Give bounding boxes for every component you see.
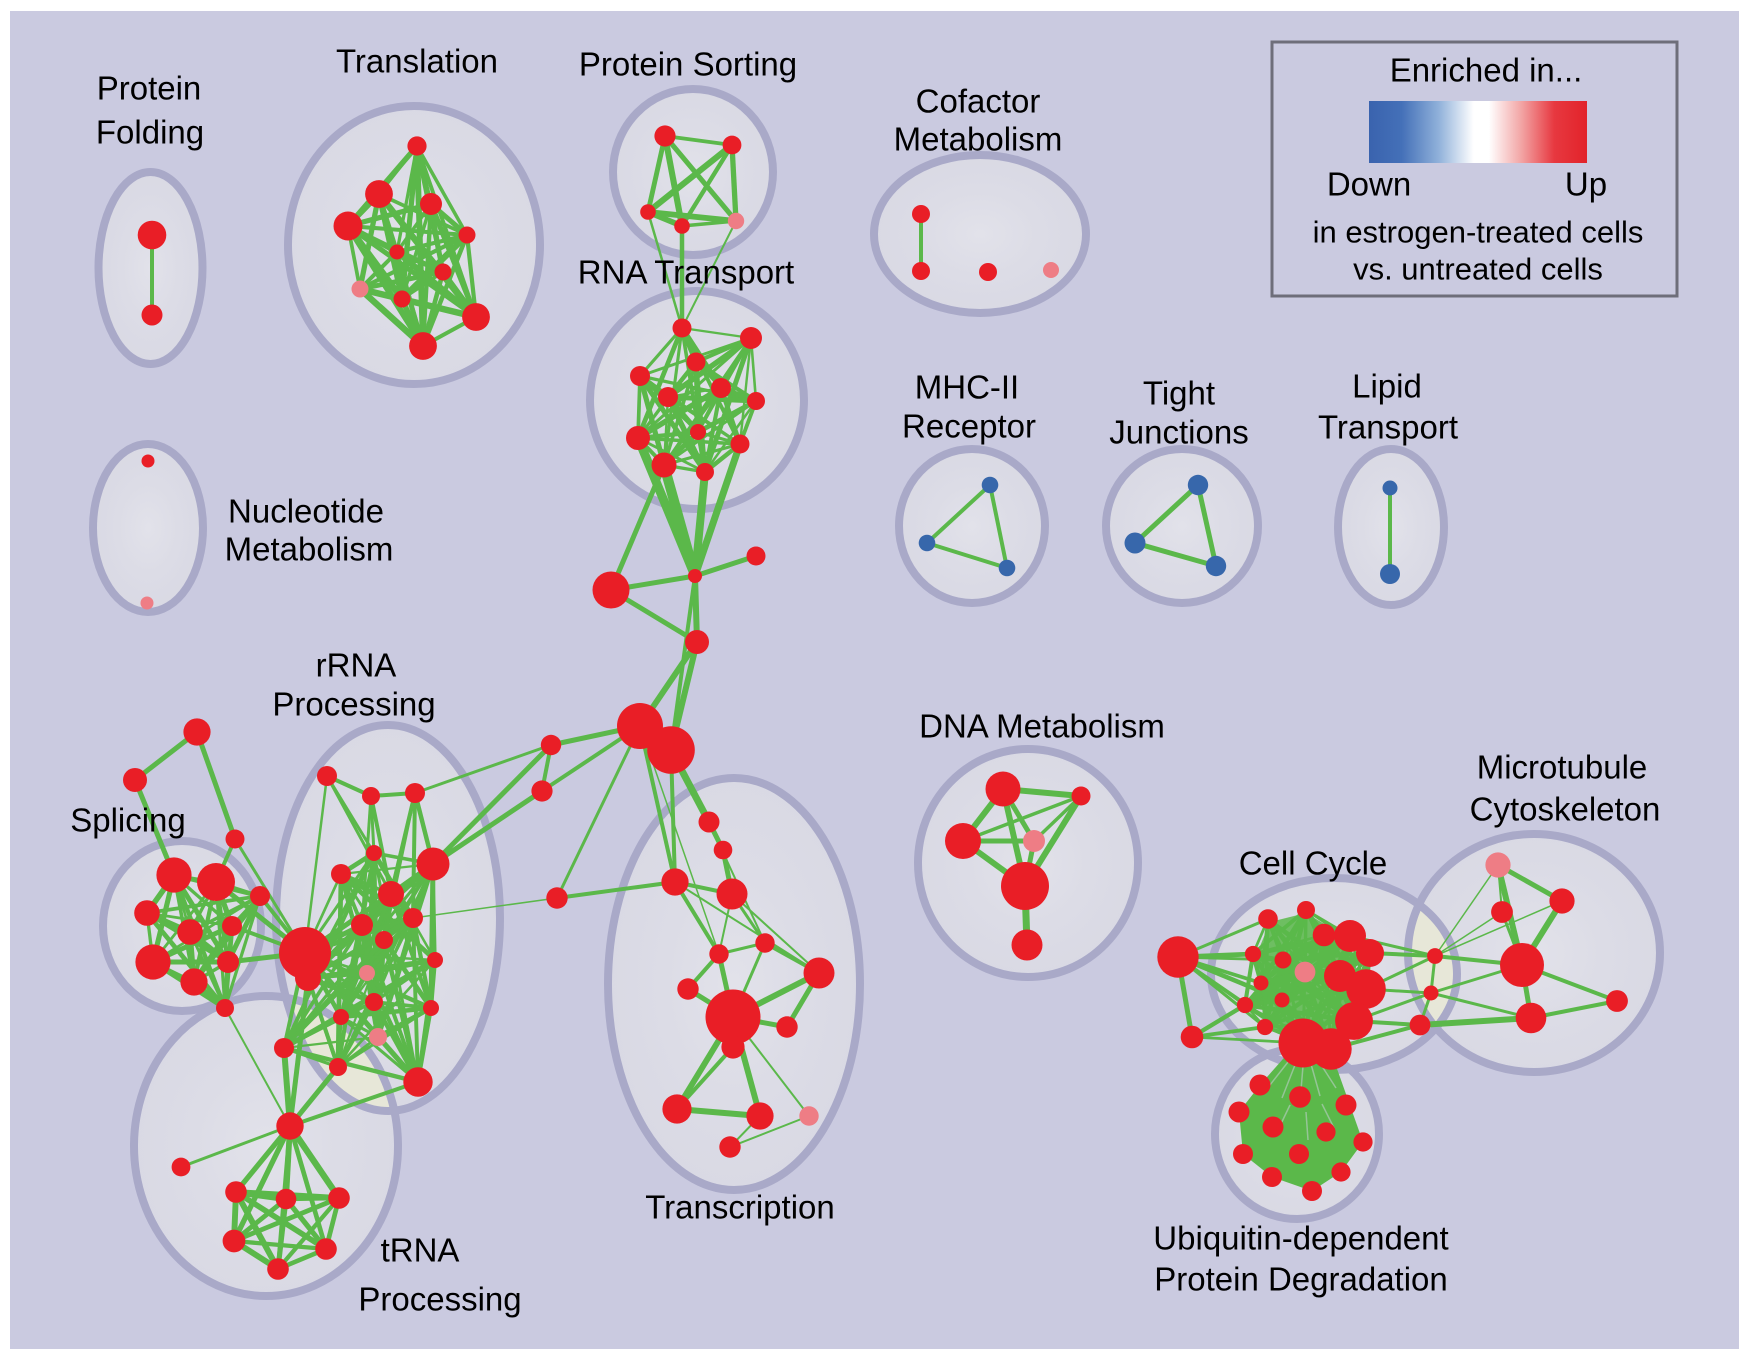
svg-text:Tight: Tight [1143, 375, 1215, 412]
svg-text:Cofactor: Cofactor [916, 83, 1041, 120]
svg-text:Down: Down [1327, 166, 1411, 203]
svg-text:Receptor: Receptor [902, 408, 1036, 445]
svg-text:Junctions: Junctions [1109, 414, 1248, 451]
svg-text:Splicing: Splicing [70, 802, 186, 839]
svg-text:Folding: Folding [96, 114, 204, 151]
svg-text:Up: Up [1565, 166, 1607, 203]
svg-text:Processing: Processing [358, 1281, 521, 1318]
svg-text:Translation: Translation [336, 43, 498, 80]
svg-text:RNA Transport: RNA Transport [578, 254, 794, 291]
svg-text:rRNA: rRNA [316, 647, 397, 684]
svg-text:Cell Cycle: Cell Cycle [1239, 845, 1388, 882]
svg-text:Cytoskeleton: Cytoskeleton [1470, 791, 1661, 828]
svg-text:Enriched in...: Enriched in... [1390, 52, 1583, 89]
svg-text:Nucleotide: Nucleotide [228, 493, 384, 530]
svg-text:Microtubule: Microtubule [1477, 749, 1648, 786]
svg-text:Lipid: Lipid [1352, 368, 1422, 405]
svg-text:Metabolism: Metabolism [225, 531, 394, 568]
svg-text:Transcription: Transcription [645, 1189, 835, 1226]
svg-text:Protein Degradation: Protein Degradation [1154, 1261, 1448, 1298]
svg-text:in estrogen-treated cells: in estrogen-treated cells [1313, 215, 1644, 250]
svg-text:Protein: Protein [97, 70, 202, 107]
svg-text:Transport: Transport [1318, 409, 1458, 446]
svg-text:tRNA: tRNA [381, 1232, 460, 1269]
svg-text:Processing: Processing [272, 686, 435, 723]
svg-text:DNA Metabolism: DNA Metabolism [919, 708, 1165, 745]
svg-text:Ubiquitin-dependent: Ubiquitin-dependent [1153, 1220, 1448, 1257]
svg-text:Protein Sorting: Protein Sorting [579, 46, 797, 83]
svg-text:MHC-II: MHC-II [915, 369, 1019, 406]
svg-text:Metabolism: Metabolism [894, 121, 1063, 158]
svg-text:vs. untreated cells: vs. untreated cells [1353, 252, 1603, 287]
